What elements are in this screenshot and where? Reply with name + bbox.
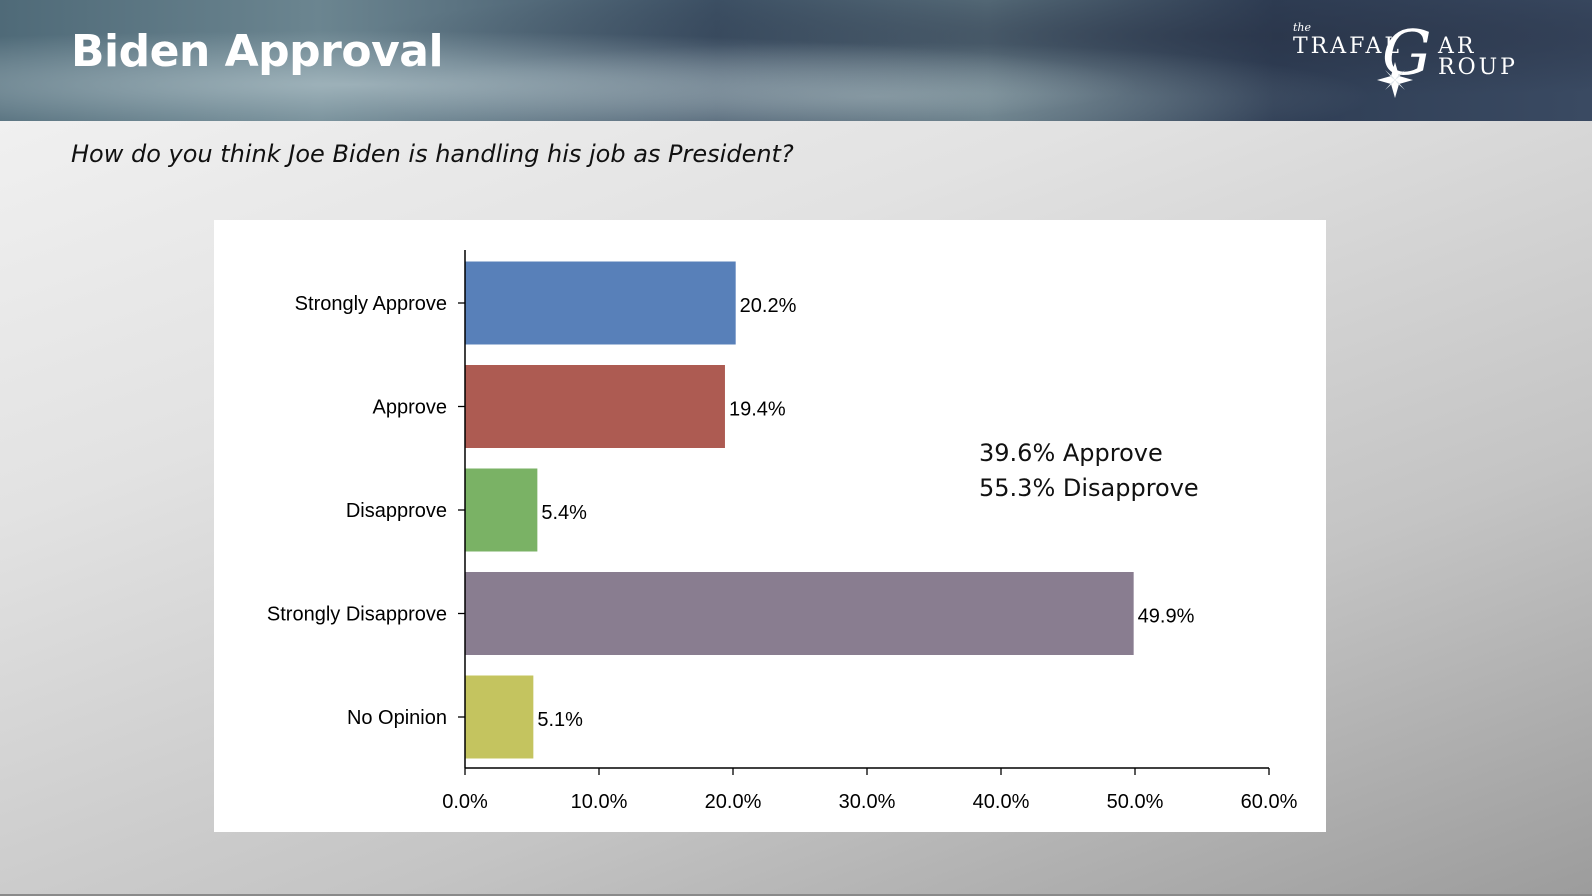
x-tick-label-6: 60.0% xyxy=(1241,791,1298,813)
logo-ar: AR xyxy=(1437,34,1476,59)
bar-0 xyxy=(465,261,736,345)
x-tick-label-2: 20.0% xyxy=(705,791,762,813)
x-tick-label-3: 30.0% xyxy=(839,791,896,813)
chart-panel: Strongly Approve 20.2% Approve 19.4% Disappr… xyxy=(214,220,1326,832)
data-label-4: 5.1% xyxy=(537,709,583,731)
summary-approve: 39.6% Approve xyxy=(979,439,1163,467)
y-tick-label-3: Strongly Disapprove xyxy=(267,604,447,626)
approval-bar-chart: Strongly Approve 20.2% Approve 19.4% Disappr… xyxy=(267,250,1298,813)
x-tick-label-0: 0.0% xyxy=(442,791,488,813)
x-tick-label-1: 10.0% xyxy=(571,791,628,813)
bottom-divider xyxy=(0,894,1592,896)
y-tick-label-0: Strongly Approve xyxy=(295,293,447,315)
y-tick-label-2: Disapprove xyxy=(346,500,447,522)
header-banner: Biden Approval the TRAFAL G AR ROUP xyxy=(0,0,1592,121)
summary-disapprove: 55.3% Disapprove xyxy=(979,474,1199,502)
trafalgar-group-logo: the TRAFAL G AR ROUP xyxy=(1293,16,1518,98)
logo-the: the xyxy=(1293,21,1312,34)
x-tick-label-5: 50.0% xyxy=(1107,791,1164,813)
compass-star-icon xyxy=(1377,62,1413,98)
data-label-0: 20.2% xyxy=(740,295,797,317)
data-label-1: 19.4% xyxy=(729,399,786,421)
data-label-3: 49.9% xyxy=(1138,606,1195,628)
logo-trafal: TRAFAL xyxy=(1293,34,1402,59)
y-tick-label-1: Approve xyxy=(373,397,448,419)
logo-roup: ROUP xyxy=(1438,55,1518,80)
bar-4 xyxy=(465,675,534,759)
bar-1 xyxy=(465,365,725,448)
x-tick-label-4: 40.0% xyxy=(973,791,1030,813)
bar-3 xyxy=(465,572,1134,655)
data-label-2: 5.4% xyxy=(541,502,587,524)
survey-question: How do you think Joe Biden is handling h… xyxy=(71,140,794,168)
y-tick-label-4: No Opinion xyxy=(347,707,447,729)
bar-2 xyxy=(465,468,538,552)
page-title: Biden Approval xyxy=(71,26,444,77)
summary-annotation: 39.6% Approve 55.3% Disapprove xyxy=(979,436,1199,506)
